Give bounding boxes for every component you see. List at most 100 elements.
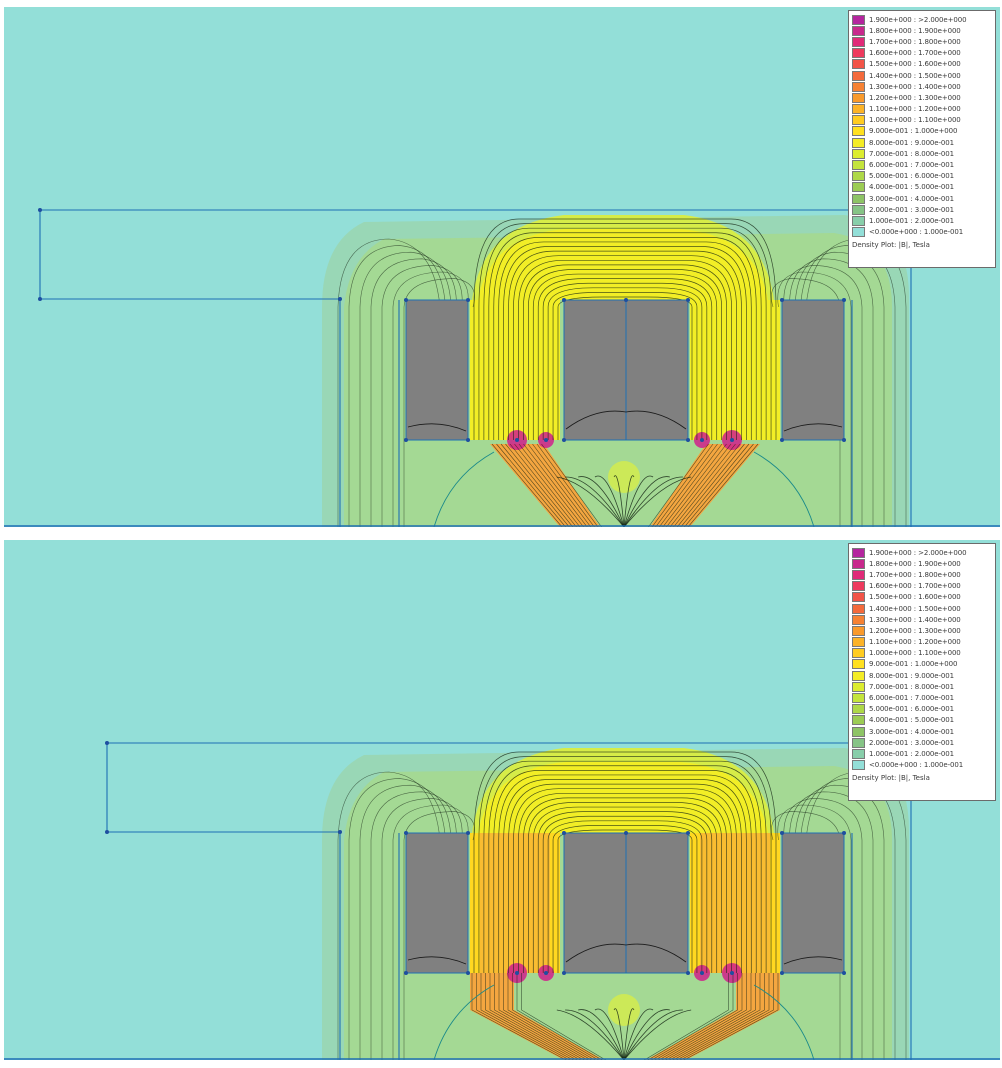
- legend-range-label: 2.000e-001 : 3.000e-001: [869, 206, 954, 214]
- legend-swatch: [852, 71, 865, 81]
- legend-entry: 6.000e-001 : 7.000e-001: [852, 159, 992, 170]
- legend-range-label: 1.600e+000 : 1.700e+000: [869, 582, 961, 590]
- legend-swatch: [852, 227, 865, 237]
- legend-range-label: 6.000e-001 : 7.000e-001: [869, 694, 954, 702]
- legend-range-label: 1.900e+000 : >2.000e+000: [869, 549, 966, 557]
- legend-entry: 5.000e-001 : 6.000e-001: [852, 171, 992, 182]
- legend-entry: 1.300e+000 : 1.400e+000: [852, 614, 992, 625]
- legend-range-label: 1.800e+000 : 1.900e+000: [869, 560, 961, 568]
- legend-entry: 8.000e-001 : 9.000e-001: [852, 670, 992, 681]
- legend-rows: 1.900e+000 : >2.000e+000 1.800e+000 : 1.9…: [852, 547, 992, 771]
- legend-swatch: [852, 604, 865, 614]
- legend-entry: 2.000e-001 : 3.000e-001: [852, 204, 992, 215]
- legend-range-label: 5.000e-001 : 6.000e-001: [869, 172, 954, 180]
- legend-swatch: [852, 615, 865, 625]
- legend-range-label: 1.700e+000 : 1.800e+000: [869, 38, 961, 46]
- legend-range-label: 4.000e-001 : 5.000e-001: [869, 716, 954, 724]
- mesh-node: [404, 298, 408, 302]
- legend-swatch: [852, 126, 865, 136]
- legend-range-label: 1.700e+000 : 1.800e+000: [869, 571, 961, 579]
- legend-swatch: [852, 559, 865, 569]
- legend-entry: 1.100e+000 : 1.200e+000: [852, 104, 992, 115]
- legend-swatch: [852, 48, 865, 58]
- mesh-node: [105, 741, 109, 745]
- legend-caption: Density Plot: |B|, Tesla: [852, 241, 992, 249]
- mesh-node: [466, 831, 470, 835]
- legend-entry: 1.100e+000 : 1.200e+000: [852, 637, 992, 648]
- legend-swatch: [852, 626, 865, 636]
- legend-range-label: 9.000e-001 : 1.000e+000: [869, 127, 957, 135]
- legend-swatch: [852, 704, 865, 714]
- mesh-node: [780, 438, 784, 442]
- legend-entry: 1.500e+000 : 1.600e+000: [852, 592, 992, 603]
- mesh-node: [515, 971, 519, 975]
- legend-swatch: [852, 648, 865, 658]
- mesh-node: [466, 971, 470, 975]
- legend-entry: 1.700e+000 : 1.800e+000: [852, 569, 992, 580]
- legend-entry: 4.000e-001 : 5.000e-001: [852, 715, 992, 726]
- legend-entry: 1.800e+000 : 1.900e+000: [852, 25, 992, 36]
- mesh-node: [686, 831, 690, 835]
- legend-swatch: [852, 138, 865, 148]
- legend-swatch: [852, 570, 865, 580]
- field-plot-top: 1.900e+000 : >2.000e+000 1.800e+000 : 1.9…: [4, 7, 1000, 527]
- legend-swatch: [852, 82, 865, 92]
- density-legend: 1.900e+000 : >2.000e+000 1.800e+000 : 1.9…: [848, 10, 996, 268]
- mesh-node: [686, 971, 690, 975]
- mesh-node: [544, 438, 548, 442]
- legend-entry: 1.000e+000 : 1.100e+000: [852, 115, 992, 126]
- legend-entry: 1.300e+000 : 1.400e+000: [852, 81, 992, 92]
- mesh-node: [404, 438, 408, 442]
- legend-range-label: 1.000e-001 : 2.000e-001: [869, 217, 954, 225]
- mesh-node: [842, 438, 846, 442]
- mesh-node: [38, 208, 42, 212]
- legend-range-label: 1.800e+000 : 1.900e+000: [869, 27, 961, 35]
- legend-range-label: 1.500e+000 : 1.600e+000: [869, 593, 961, 601]
- mesh-node: [700, 971, 704, 975]
- legend-swatch: [852, 182, 865, 192]
- legend-range-label: 3.000e-001 : 4.000e-001: [869, 728, 954, 736]
- legend-entry: 2.000e-001 : 3.000e-001: [852, 737, 992, 748]
- legend-range-label: 1.100e+000 : 1.200e+000: [869, 638, 961, 646]
- legend-entry: 1.700e+000 : 1.800e+000: [852, 36, 992, 47]
- legend-swatch: [852, 59, 865, 69]
- mesh-node: [842, 298, 846, 302]
- legend-range-label: 1.000e+000 : 1.100e+000: [869, 649, 961, 657]
- legend-range-label: 1.200e+000 : 1.300e+000: [869, 627, 961, 635]
- legend-range-label: 1.200e+000 : 1.300e+000: [869, 94, 961, 102]
- legend-entry: 1.600e+000 : 1.700e+000: [852, 48, 992, 59]
- legend-entry: 1.900e+000 : >2.000e+000: [852, 14, 992, 25]
- legend-entry: 7.000e-001 : 8.000e-001: [852, 681, 992, 692]
- legend-range-label: 7.000e-001 : 8.000e-001: [869, 683, 954, 691]
- mesh-node: [730, 438, 734, 442]
- legend-swatch: [852, 592, 865, 602]
- mesh-node: [624, 298, 628, 302]
- left-leg-field: [470, 300, 560, 440]
- legend-swatch: [852, 149, 865, 159]
- legend-entry: 1.000e+000 : 1.100e+000: [852, 648, 992, 659]
- legend-entry: 1.900e+000 : >2.000e+000: [852, 547, 992, 558]
- mesh-node: [544, 971, 548, 975]
- legend-swatch: [852, 160, 865, 170]
- mesh-node: [105, 830, 109, 834]
- mesh-node: [515, 438, 519, 442]
- mesh-node: [730, 971, 734, 975]
- legend-entry: 1.800e+000 : 1.900e+000: [852, 558, 992, 569]
- left-leg-hot: [480, 833, 550, 973]
- mesh-node: [780, 831, 784, 835]
- mesh-node: [338, 830, 342, 834]
- legend-range-label: 1.100e+000 : 1.200e+000: [869, 105, 961, 113]
- legend-entry: 9.000e-001 : 1.000e+000: [852, 659, 992, 670]
- field-plot-bottom: 1.900e+000 : >2.000e+000 1.800e+000 : 1.9…: [4, 540, 1000, 1060]
- mesh-node: [780, 971, 784, 975]
- legend-swatch: [852, 194, 865, 204]
- mesh-node: [466, 438, 470, 442]
- legend-swatch: [852, 216, 865, 226]
- mesh-node: [404, 831, 408, 835]
- mesh-node: [338, 297, 342, 301]
- legend-entry: 1.000e-001 : 2.000e-001: [852, 748, 992, 759]
- legend-swatch: [852, 749, 865, 759]
- legend-swatch: [852, 548, 865, 558]
- coil-block-left: [406, 833, 468, 973]
- legend-range-label: 1.300e+000 : 1.400e+000: [869, 616, 961, 624]
